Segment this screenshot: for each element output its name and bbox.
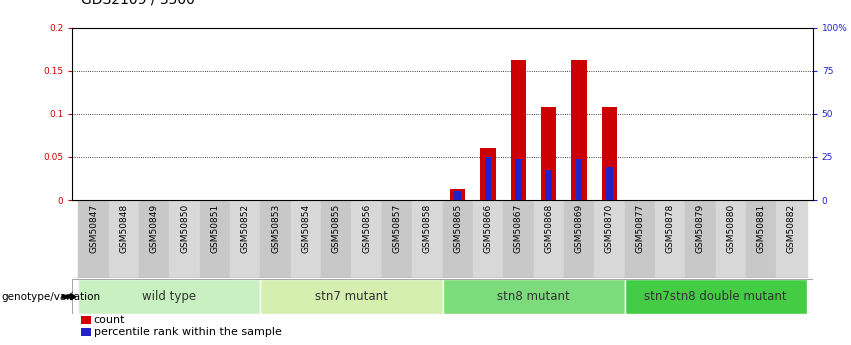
Bar [351,200,382,278]
Bar [454,191,461,200]
Bar [260,279,443,314]
Text: GSM50857: GSM50857 [392,204,402,253]
Text: wild type: wild type [142,290,197,303]
Bar [545,170,552,200]
Text: GSM50852: GSM50852 [241,204,250,253]
Bar [78,279,260,314]
Text: GSM50848: GSM50848 [119,204,129,253]
Bar [200,200,230,278]
Text: percentile rank within the sample: percentile rank within the sample [94,327,282,337]
Text: genotype/variation: genotype/variation [2,292,100,302]
Bar [78,200,109,278]
Bar [412,200,443,278]
Text: GSM50849: GSM50849 [150,204,159,253]
Text: GSM50855: GSM50855 [332,204,340,253]
Bar [443,279,625,314]
Bar [746,200,776,278]
Bar [511,60,526,200]
Text: GSM50868: GSM50868 [545,204,553,253]
Bar [564,200,594,278]
Bar [655,200,685,278]
Text: GSM50854: GSM50854 [301,204,311,253]
Text: GSM50853: GSM50853 [271,204,280,253]
Text: GSM50847: GSM50847 [89,204,98,253]
Text: count: count [94,315,125,325]
Bar [260,200,291,278]
Bar [481,148,495,200]
Text: GSM50878: GSM50878 [665,204,675,253]
Bar [382,200,412,278]
Text: GSM50858: GSM50858 [423,204,431,253]
Bar [484,157,491,200]
Bar [473,200,503,278]
Bar [109,200,139,278]
Text: GSM50850: GSM50850 [180,204,189,253]
Bar [572,60,586,200]
Bar [575,159,582,200]
Bar [169,200,200,278]
Bar [716,200,746,278]
Bar [450,189,465,200]
Text: GSM50877: GSM50877 [635,204,644,253]
Text: GSM50882: GSM50882 [787,204,796,253]
Bar [443,200,473,278]
Text: GSM50880: GSM50880 [726,204,735,253]
Bar [230,200,260,278]
Text: GSM50851: GSM50851 [210,204,220,253]
Bar [139,200,169,278]
Text: GSM50879: GSM50879 [696,204,705,253]
Bar [534,200,564,278]
Bar [606,167,613,200]
Bar [625,279,807,314]
Text: GSM50866: GSM50866 [483,204,493,253]
Text: GSM50867: GSM50867 [514,204,523,253]
Bar [291,200,321,278]
Bar [685,200,716,278]
Text: GDS2109 / 3500: GDS2109 / 3500 [81,0,195,7]
Bar [602,107,617,200]
Bar [594,200,625,278]
Text: stn7stn8 double mutant: stn7stn8 double mutant [644,290,787,303]
Text: GSM50869: GSM50869 [574,204,584,253]
Bar [515,159,522,200]
Bar [625,200,655,278]
Bar [503,200,534,278]
Text: GSM50870: GSM50870 [605,204,614,253]
Text: GSM50856: GSM50856 [363,204,371,253]
Bar [321,200,351,278]
Text: GSM50881: GSM50881 [757,204,766,253]
Bar [541,107,557,200]
Text: stn8 mutant: stn8 mutant [497,290,570,303]
Bar [776,200,807,278]
Text: stn7 mutant: stn7 mutant [315,290,388,303]
Text: GSM50865: GSM50865 [454,204,462,253]
